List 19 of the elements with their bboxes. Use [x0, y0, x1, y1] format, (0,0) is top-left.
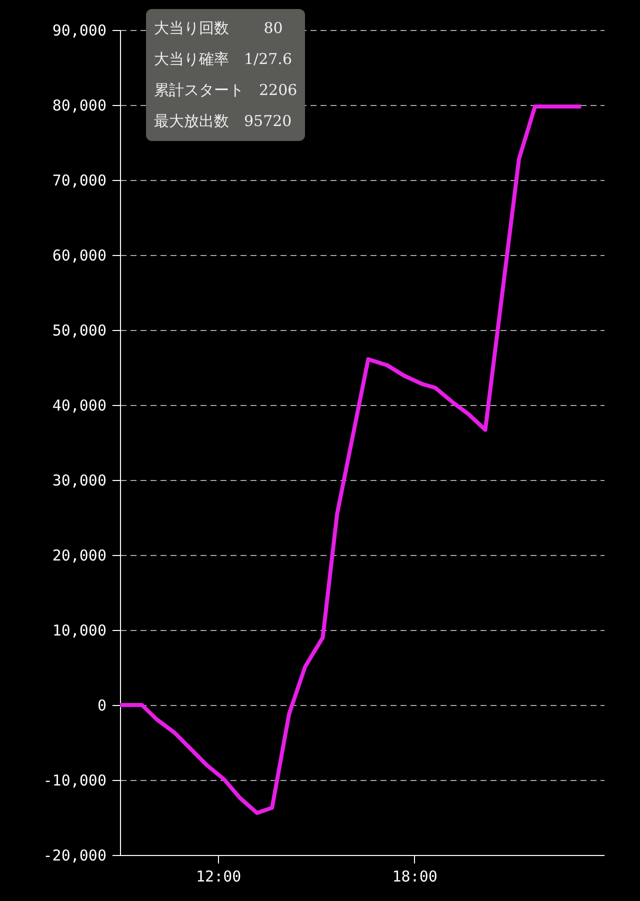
annotation: 最大放出数 95720 — [154, 111, 293, 132]
y-tick-label: 80,000 — [52, 96, 106, 114]
y-tick-label: 0 — [97, 696, 106, 714]
y-tick-label: 90,000 — [52, 22, 106, 40]
annotation: 累計スタート 2206 — [154, 80, 298, 101]
y-tick-label: 30,000 — [52, 472, 106, 490]
line-series — [120, 104, 584, 815]
y-tick-label: 50,000 — [52, 322, 106, 340]
y-tick-label: 20,000 — [52, 546, 106, 564]
annotation: 大当り確率 1/27.6 — [154, 49, 293, 70]
y-tick-label: 60,000 — [52, 246, 106, 264]
y-tick-label: -20,000 — [43, 846, 106, 864]
y-tick-label: 70,000 — [52, 172, 106, 190]
y-tick-label: -10,000 — [43, 772, 106, 790]
x-tick-label: 12:00 — [196, 868, 242, 886]
x-tick-label: 18:00 — [392, 868, 438, 886]
y-tick-label: 40,000 — [52, 396, 106, 414]
y-tick-label: 10,000 — [52, 622, 106, 640]
annotation: 大当り回数 80 — [154, 18, 284, 39]
